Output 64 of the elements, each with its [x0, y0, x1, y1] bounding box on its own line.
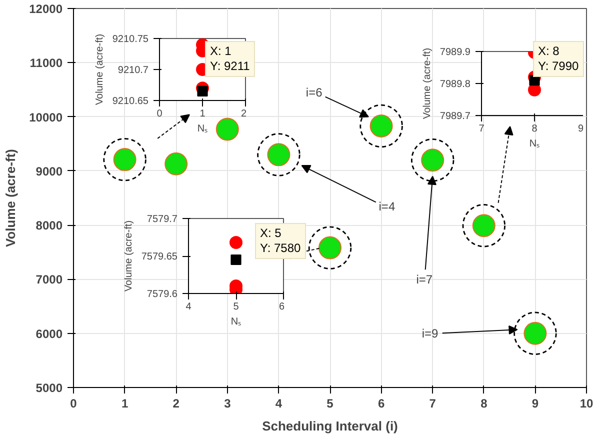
- annotation: i=7: [416, 272, 433, 287]
- y-tick-label: 7579.6: [146, 289, 178, 300]
- x-tick-label: 8: [480, 396, 488, 410]
- x-tick-label: 0: [70, 396, 78, 410]
- y-tick-label: 7989.9: [440, 47, 471, 58]
- annotation: i=6: [306, 86, 323, 100]
- point: [462, 204, 506, 248]
- y-axis-title: Volume (acre-ft): [123, 220, 134, 292]
- y-tick-label: 7989.8: [440, 79, 471, 90]
- point: [308, 226, 352, 270]
- y-tick-label: 5000: [36, 381, 63, 395]
- y-tick-label: 9210.75: [112, 34, 149, 45]
- x-tick-label: 0: [156, 108, 163, 120]
- x-tick-label: 4: [275, 396, 282, 410]
- x-tick-label: 1: [200, 108, 206, 120]
- x-tick-label: 2: [172, 396, 180, 410]
- x-tick-label: 9: [578, 124, 584, 134]
- annotation: X: 5 Y: 7580: [260, 226, 301, 256]
- point: [230, 236, 242, 249]
- x-tick-label: 7: [478, 124, 485, 134]
- y-tick-label: 6000: [36, 326, 63, 341]
- point: [103, 138, 146, 182]
- x-tick-label: 6: [278, 302, 285, 312]
- y-tick-label: 11000: [30, 56, 63, 70]
- point: [514, 312, 557, 355]
- point: [216, 118, 239, 141]
- annotation: X: 8 Y: 7990: [538, 44, 579, 74]
- x-axis-title: Scheduling Interval (i): [262, 418, 398, 434]
- x-tick-label: 10: [580, 396, 594, 410]
- x-tick-label: 5: [233, 302, 240, 312]
- x-tick-label: 9: [532, 396, 539, 410]
- y-tick-label: 9210.65: [112, 96, 149, 107]
- point: [257, 133, 300, 176]
- annotation: i=4: [378, 200, 396, 214]
- x-tick-label: 5: [326, 396, 334, 410]
- y-tick-label: 12000: [29, 2, 63, 16]
- y-tick-label: 7989.7: [440, 111, 471, 122]
- point: [197, 86, 208, 96]
- y-tick-label: 8000: [36, 218, 63, 233]
- x-tick-label: 8: [532, 124, 538, 134]
- y-axis-title: Volume (acre-ft): [3, 149, 18, 247]
- point: [411, 138, 454, 182]
- y-tick-label: 7579.7: [146, 214, 178, 225]
- y-tick-label: 10000: [29, 110, 63, 124]
- y-tick-label: 9000: [36, 164, 63, 178]
- y-axis-title: Volume (acre-ft): [422, 48, 433, 120]
- annotation: X: 1 Y: 9211: [210, 44, 250, 74]
- point: [230, 254, 242, 266]
- x-axis-title: Nₛ: [529, 138, 540, 150]
- point: [360, 104, 403, 148]
- x-tick-label: 3: [224, 396, 232, 410]
- x-tick-label: 1: [121, 396, 128, 410]
- y-tick-label: 7579.65: [141, 252, 178, 262]
- point: [164, 152, 188, 176]
- x-axis-title: Nₛ: [197, 124, 208, 134]
- x-axis-title: Nₛ: [230, 316, 242, 328]
- y-tick-label: 7000: [36, 272, 63, 287]
- x-tick-label: 2: [240, 108, 247, 120]
- x-tick-label: 4: [186, 302, 192, 312]
- y-axis-title: Volume (acre-ft): [94, 34, 106, 106]
- x-tick-label: 6: [378, 396, 385, 410]
- y-tick-label: 9210.7: [118, 65, 149, 76]
- annotation: i=9: [422, 326, 439, 341]
- x-tick-label: 7: [429, 396, 436, 410]
